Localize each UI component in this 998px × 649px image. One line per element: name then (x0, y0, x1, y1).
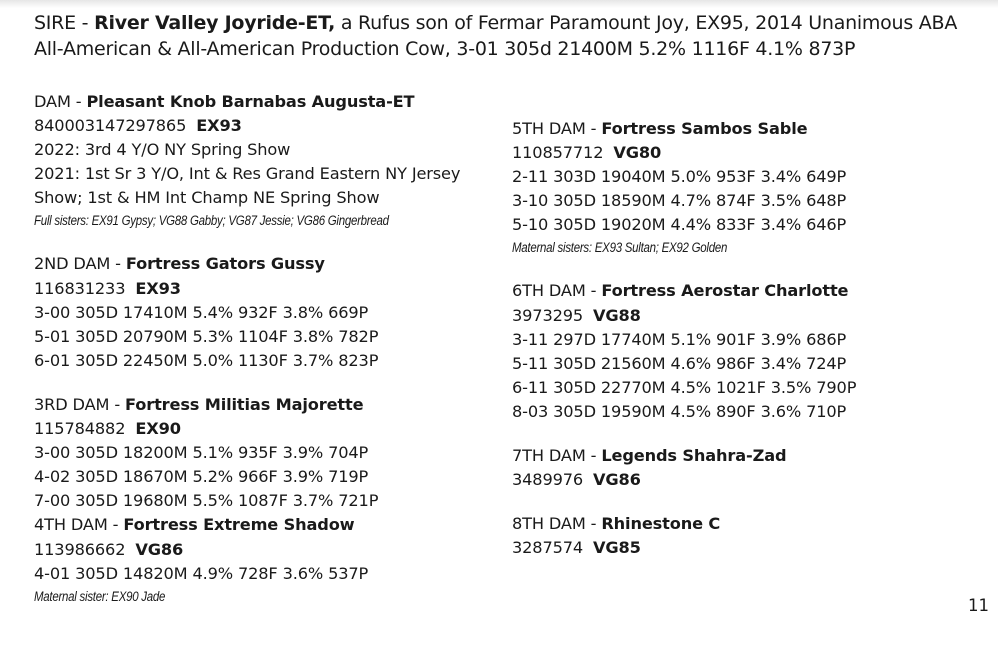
dam5-heading: 5TH DAM - Fortress Sambos Sable (512, 117, 982, 141)
dam-show-line: 2021: 1st Sr 3 Y/O, Int & Res Grand East… (34, 164, 461, 184)
dam-heading: DAM - Pleasant Knob Barnabas Augusta-ET (34, 90, 504, 114)
dam8-name: Rhinestone C (601, 514, 721, 534)
dam3-record: 3-00 305D 18200M 5.1% 935F 3.9% 704P (34, 443, 369, 463)
dam3-id-line: 115784882 EX90 (34, 417, 504, 441)
sire-description: a Rufus son of Fermar Paramount Joy, EX9… (335, 12, 958, 34)
dam5-score: VG80 (613, 143, 662, 163)
dam2-record: 6-01 305D 22450M 5.0% 1130F 3.7% 823P (34, 350, 379, 370)
spacer (34, 373, 504, 393)
dam6-name: Fortress Aerostar Charlotte (601, 281, 849, 301)
dam-registration: 840003147297865 (34, 116, 187, 136)
dam4-heading: 4TH DAM - Fortress Extreme Shadow (34, 513, 504, 537)
sire-line-2: All-American & All-American Production C… (34, 38, 856, 60)
dam4-score: VG86 (135, 539, 184, 559)
dam-show-line: Show; 1st & HM Int Champ NE Spring Show (34, 188, 380, 208)
dam6-record: 8-03 305D 19590M 4.5% 890F 3.6% 710P (512, 401, 847, 421)
dam4-label: 4TH DAM - (34, 515, 124, 535)
dam6-record: 3-11 297D 17740M 5.1% 901F 3.9% 686P (512, 329, 847, 349)
dam2-id-line: 116831233 EX93 (34, 277, 504, 301)
dam3-record: 4-02 305D 18670M 5.2% 966F 3.9% 719P (34, 467, 369, 487)
dam5-record: 3-10 305D 18590M 4.7% 874F 3.5% 648P (512, 191, 847, 211)
sire-line-1: SIRE - River Valley Joyride-ET, a Rufus … (34, 10, 984, 36)
dam2-record: 3-00 305D 17410M 5.4% 932F 3.8% 669P (34, 302, 369, 322)
dam7-score: VG86 (593, 470, 641, 490)
dam8-entry: 8TH DAM - Rhinestone C 3287574 VG85 (512, 512, 982, 560)
dam4-registration: 113986662 (34, 539, 126, 559)
sire-label: SIRE - (34, 12, 95, 34)
dam2-record: 5-01 305D 20790M 5.3% 1104F 3.8% 782P (34, 326, 379, 346)
dam4-name: Fortress Extreme Shadow (123, 515, 355, 535)
dam2-label: 2ND DAM - (34, 254, 126, 274)
dam3-registration: 115784882 (34, 419, 126, 439)
dam5-sisters-note: Maternal sisters: EX93 Sultan; EX92 Gold… (512, 240, 728, 256)
dam3-record: 7-00 305D 19680M 5.5% 1087F 3.7% 721P (34, 491, 379, 511)
dam-entry: DAM - Pleasant Knob Barnabas Augusta-ET … (34, 90, 504, 232)
dam7-id-line: 3489976 VG86 (512, 468, 982, 492)
dam5-name: Fortress Sambos Sable (601, 119, 808, 138)
spacer (512, 424, 982, 444)
dam6-heading: 6TH DAM - Fortress Aerostar Charlotte (512, 279, 982, 303)
dam-show-line: 2022: 3rd 4 Y/O NY Spring Show (34, 140, 291, 160)
dam6-label: 6TH DAM - (512, 281, 602, 301)
dam7-name: Legends Shahra-Zad (601, 446, 787, 466)
page-number: 11 (968, 596, 989, 615)
dam5-registration: 110857712 (512, 143, 604, 163)
dam8-registration: 3287574 (512, 538, 584, 558)
spacer (512, 259, 982, 279)
dam4-entry: 4TH DAM - Fortress Extreme Shadow 113986… (34, 513, 504, 607)
spacer (34, 232, 504, 252)
dam3-heading: 3RD DAM - Fortress Militias Majorette (34, 393, 504, 417)
dam4-sister-note: Maternal sister: EX90 Jade (34, 588, 166, 604)
spacer (512, 492, 982, 512)
dam7-heading: 7TH DAM - Legends Shahra-Zad (512, 444, 982, 468)
dam6-entry: 6TH DAM - Fortress Aerostar Charlotte 39… (512, 279, 982, 424)
sire-name: River Valley Joyride-ET, (94, 12, 336, 34)
dam6-record: 6-11 305D 22770M 4.5% 1021F 3.5% 790P (512, 377, 857, 397)
dam8-score: VG85 (593, 538, 641, 558)
sire-section: SIRE - River Valley Joyride-ET, a Rufus … (34, 10, 984, 62)
left-column: DAM - Pleasant Knob Barnabas Augusta-ET … (34, 90, 504, 608)
dam-id-line: 840003147297865 EX93 (34, 114, 504, 138)
dam5-id-line: 110857712 VG80 (512, 141, 982, 165)
dam6-score: VG88 (593, 305, 641, 325)
dam3-score: EX90 (135, 419, 181, 439)
dam7-registration: 3489976 (512, 470, 584, 490)
dam4-id-line: 113986662 VG86 (34, 538, 504, 562)
right-column: 5TH DAM - Fortress Sambos Sable 11085771… (512, 117, 982, 560)
dam-label: DAM - (34, 92, 87, 111)
dam-sisters-note: Full sisters: EX91 Gypsy; VG88 Gabby; VG… (34, 213, 389, 229)
dam8-heading: 8TH DAM - Rhinestone C (512, 512, 982, 536)
dam3-entry: 3RD DAM - Fortress Militias Majorette 11… (34, 393, 504, 513)
dam8-id-line: 3287574 VG85 (512, 536, 982, 560)
dam2-entry: 2ND DAM - Fortress Gators Gussy 11683123… (34, 252, 504, 372)
dam2-name: Fortress Gators Gussy (125, 254, 325, 274)
dam-name: Pleasant Knob Barnabas Augusta-ET (86, 92, 415, 111)
dam7-label: 7TH DAM - (512, 446, 602, 466)
dam5-record: 2-11 303D 19040M 5.0% 953F 3.4% 649P (512, 167, 847, 187)
dam2-heading: 2ND DAM - Fortress Gators Gussy (34, 252, 504, 276)
dam3-label: 3RD DAM - (34, 394, 126, 414)
dam8-label: 8TH DAM - (512, 514, 602, 534)
dam7-entry: 7TH DAM - Legends Shahra-Zad 3489976 VG8… (512, 444, 982, 492)
dam5-record: 5-10 305D 19020M 4.4% 833F 3.4% 646P (512, 215, 847, 235)
dam5-label: 5TH DAM - (512, 119, 602, 138)
dam6-registration: 3973295 (512, 305, 584, 325)
dam6-record: 5-11 305D 21560M 4.6% 986F 3.4% 724P (512, 353, 847, 373)
dam3-name: Fortress Militias Majorette (125, 394, 364, 414)
dam5-entry: 5TH DAM - Fortress Sambos Sable 11085771… (512, 117, 982, 259)
dam2-registration: 116831233 (34, 278, 126, 298)
page-top-shadow (0, 0, 998, 8)
dam6-id-line: 3973295 VG88 (512, 304, 982, 328)
dam2-score: EX93 (135, 278, 181, 298)
dam-score: EX93 (196, 116, 242, 136)
dam4-record: 4-01 305D 14820M 4.9% 728F 3.6% 537P (34, 563, 369, 583)
